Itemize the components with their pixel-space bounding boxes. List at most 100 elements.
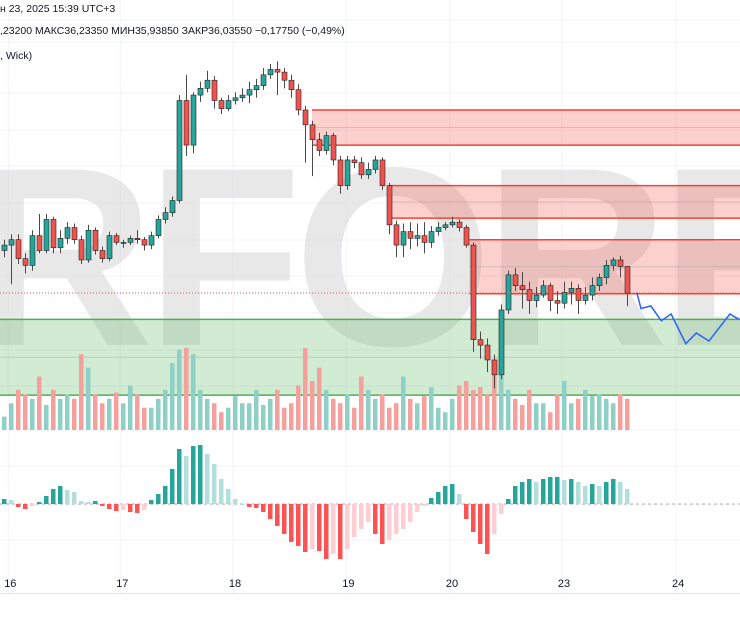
- candle-body: [435, 227, 442, 232]
- volume-bar: [457, 385, 462, 430]
- oscillator-bar: [226, 489, 231, 504]
- oscillator-bar: [513, 486, 518, 504]
- oscillator-bar: [422, 504, 427, 506]
- volume-bar: [373, 398, 378, 430]
- oscillator-bar: [436, 492, 441, 504]
- candle-body: [505, 274, 512, 311]
- volume-bar: [93, 394, 98, 430]
- header-indicator[interactable]: , Wick): [0, 50, 33, 62]
- volume-bar: [198, 389, 203, 430]
- candle-body: [253, 85, 260, 90]
- volume-bar: [464, 380, 469, 430]
- candle-body: [260, 74, 267, 86]
- candle-body: [309, 124, 316, 140]
- oscillator-bar: [86, 502, 91, 504]
- oscillator-bar: [275, 504, 280, 526]
- candle-body: [463, 227, 470, 246]
- header-datetime: н 23, 2025 15:39 UTC+3: [0, 3, 116, 15]
- oscillator-bar: [121, 504, 126, 510]
- oscillator-bar: [65, 490, 70, 504]
- oscillator-bar: [317, 504, 322, 551]
- candle-body: [239, 94, 246, 99]
- candle-body: [204, 79, 211, 89]
- volume-bar: [142, 407, 147, 430]
- oscillator-bar: [366, 504, 371, 522]
- volume-bar: [597, 394, 602, 430]
- oscillator-bar: [156, 494, 161, 504]
- volume-bar: [254, 389, 259, 430]
- oscillator-bar: [618, 482, 623, 504]
- oscillator-bar: [268, 504, 273, 519]
- volume-bar: [219, 412, 224, 430]
- oscillator-bar: [415, 504, 420, 512]
- candle-body: [50, 219, 57, 249]
- volume-bar: [303, 348, 308, 430]
- volume-bar: [156, 398, 161, 430]
- candle-body: [533, 294, 540, 301]
- candle-body: [295, 89, 302, 111]
- forecast-line: [636, 292, 740, 346]
- candle-body: [183, 100, 190, 146]
- oscillator-bar: [380, 504, 385, 544]
- candle-body: [456, 221, 463, 228]
- oscillator-bar: [135, 504, 140, 513]
- volume-bar: [37, 376, 42, 430]
- volume-bar: [562, 380, 567, 430]
- oscillator-bar: [107, 504, 112, 509]
- candle-body: [197, 88, 204, 96]
- volume-bar: [275, 389, 280, 430]
- volume-bar: [359, 376, 364, 430]
- oscillator-bar: [485, 504, 490, 554]
- candle-body: [281, 71, 288, 81]
- candle-body: [477, 339, 484, 346]
- volume-bar: [100, 403, 105, 430]
- volume-bar: [23, 394, 28, 430]
- candle-body: [211, 79, 218, 101]
- oscillator-bar: [303, 504, 308, 552]
- candle-body: [344, 159, 351, 186]
- oscillator-bar: [240, 504, 245, 505]
- volume-bar: [527, 389, 532, 430]
- oscillator-bar: [128, 504, 133, 512]
- volume-bar: [604, 398, 609, 430]
- candle-body: [470, 244, 477, 340]
- candles-layer: [1, 61, 631, 389]
- overlay-lines: [0, 292, 740, 346]
- resistance-zone: [312, 109, 740, 146]
- candle-body: [36, 235, 43, 251]
- time-axis-label: 18: [228, 578, 242, 590]
- oscillator-bar: [149, 500, 154, 504]
- volume-bar: [9, 403, 14, 430]
- oscillator-bar: [114, 504, 119, 511]
- candle-body: [407, 231, 414, 239]
- volume-bar: [506, 389, 511, 430]
- oscillator-bar: [51, 489, 56, 504]
- volume-bar: [611, 403, 616, 430]
- candle-body: [232, 97, 239, 101]
- volume-bar: [240, 403, 245, 430]
- volume-bar: [366, 389, 371, 430]
- candle-body: [372, 159, 379, 170]
- volume-bar: [58, 398, 63, 430]
- time-axis-label: 19: [342, 578, 355, 590]
- volume-bar: [184, 348, 189, 430]
- candle-body: [316, 139, 323, 151]
- oscillator-bar: [359, 504, 364, 529]
- oscillator-bar: [2, 499, 7, 504]
- oscillator-bar: [37, 502, 42, 504]
- time-axis-label: 16: [4, 578, 17, 590]
- volume-bar: [114, 392, 119, 430]
- volume-bar: [205, 398, 210, 430]
- oscillator-bar: [254, 504, 259, 508]
- volume-bar: [541, 403, 546, 430]
- oscillator-bar: [387, 504, 392, 540]
- oscillator-bar: [30, 504, 35, 506]
- candle-body: [22, 258, 29, 266]
- oscillator-bar: [464, 504, 469, 519]
- candle-body: [596, 277, 603, 286]
- oscillator-bar: [527, 479, 532, 504]
- oscillator-bar: [569, 479, 574, 504]
- oscillator-bars: [0, 445, 740, 559]
- watermark-logo: RFOREX: [0, 115, 740, 400]
